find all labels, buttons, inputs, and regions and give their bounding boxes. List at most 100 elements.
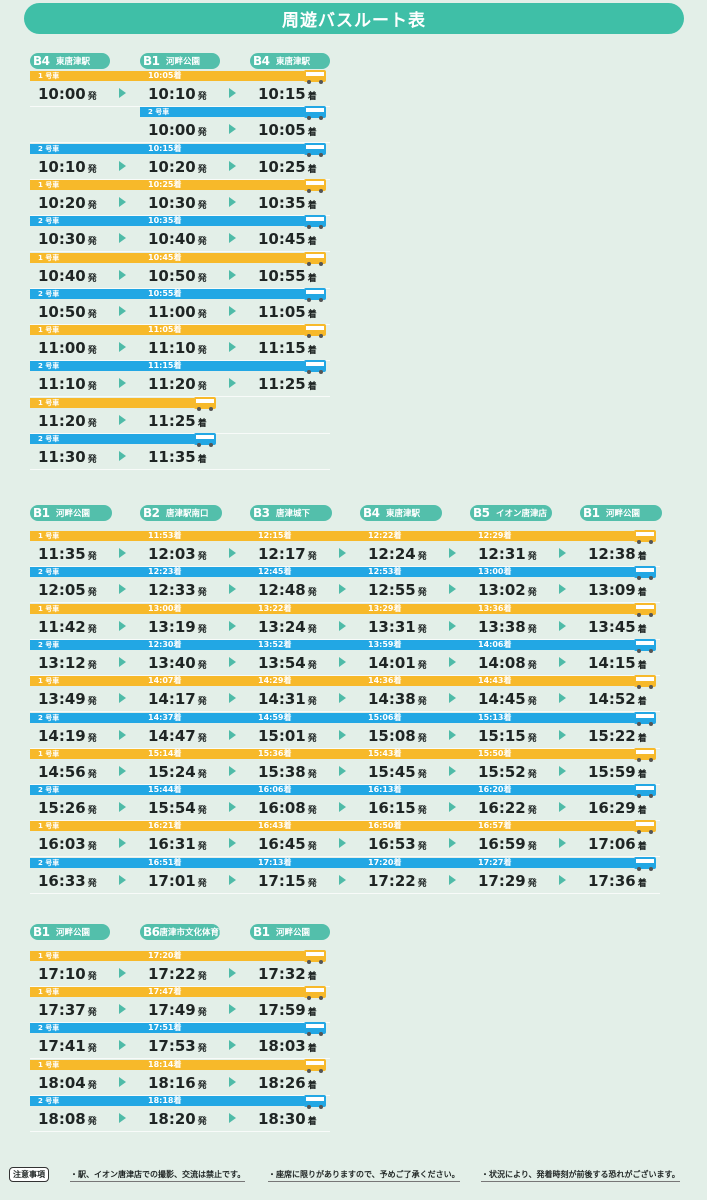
car-label: 2 号車 [38, 435, 60, 443]
triangle-right-icon [229, 160, 236, 171]
pass-time-value: 14:29 [258, 676, 284, 686]
triangle-right-icon [229, 1004, 236, 1015]
time-suffix: 発 [417, 552, 427, 562]
stop-code: B1 [253, 925, 270, 939]
pass-suffix: 着 [173, 951, 182, 960]
stop-name: 東唐津駅 [56, 57, 91, 67]
stop-time-value: 17:59 [258, 1001, 306, 1020]
triangle-right-icon [119, 765, 126, 776]
time-suffix: 発 [417, 733, 427, 744]
stop-time: 17:37 発 [38, 998, 97, 1022]
time-suffix: 発 [87, 769, 97, 780]
bus-icon [304, 1094, 326, 1109]
car-label: 1 号車 [38, 952, 60, 960]
time-suffix: 着 [307, 128, 317, 139]
stop-time: 10:00 発 [148, 118, 207, 142]
triangle-right-icon [119, 874, 126, 885]
stop-time-value: 11:00 [148, 302, 196, 321]
car-label: 1 号車 [38, 677, 60, 686]
pass-time-value: 10:15 [148, 143, 174, 153]
stop-header: B4 東唐津駅 [30, 53, 110, 69]
stop-time-value: 14:31 [258, 690, 306, 709]
trip-row: 1 号車 10:05着 10:00 発 10:10 発 10:15 着 [30, 70, 330, 107]
triangle-right-icon [339, 656, 346, 667]
stop-time: 17:06 着 [588, 832, 647, 856]
stop-time: 16:59 発 [478, 832, 537, 856]
stop-time-value: 15:08 [368, 726, 416, 745]
route-bar [30, 676, 634, 687]
pass-time-value: 14:06 [478, 639, 504, 649]
notes-bar: 注意事項 ・駅、イオン唐津店での撮影、交流は禁止です。 ・座席に限りがありますの… [0, 1166, 707, 1184]
stop-name: 河畔公園 [606, 509, 641, 519]
stop-time: 14:52 着 [588, 687, 647, 711]
pass-time: 15:44着 [148, 785, 181, 795]
stop-time-value: 17:37 [38, 1001, 86, 1020]
stop-time-value: 11:15 [258, 339, 306, 358]
route-bar [30, 987, 304, 998]
time-suffix: 発 [307, 733, 317, 744]
route-bar [30, 1095, 304, 1106]
time-suffix: 着 [307, 382, 317, 393]
pass-suffix: 着 [173, 712, 182, 722]
trip-row: 2 号車 10:00 発 10:05 着 [30, 106, 330, 144]
pass-suffix: 着 [173, 1095, 182, 1105]
stop-header: B4 東唐津駅 [250, 53, 330, 69]
stop-name: 河畔公園 [166, 57, 201, 67]
stop-code: B1 [143, 54, 160, 68]
time-suffix: 発 [87, 878, 97, 889]
stop-time: 11:35 着 [148, 445, 207, 469]
trip-row: 2 号車 14:37着 14:59着 15:06着 15:13着 14:19 発 14:47 発… [30, 711, 660, 749]
stop-header: B1 河畔公園 [30, 505, 112, 521]
triangle-right-icon [119, 414, 126, 425]
stop-time: 15:01 発 [258, 724, 317, 748]
triangle-right-icon [229, 1040, 236, 1051]
trip-row: 2 号車 15:44着 16:06着 16:13着 16:20着 15:26 発 15:54 発… [30, 784, 660, 822]
triangle-right-icon [229, 196, 236, 207]
pass-suffix: 着 [393, 857, 402, 867]
pass-suffix: 着 [173, 1023, 182, 1033]
pass-suffix: 着 [393, 676, 402, 686]
time-suffix: 発 [87, 697, 97, 708]
trip-row: 1 号車 17:47着 17:37 発 17:49 発 17:59 着 [30, 986, 330, 1024]
time-suffix: 発 [197, 972, 207, 982]
stop-time: 10:40 発 [148, 227, 207, 251]
pass-time-value: 17:20 [148, 951, 174, 960]
triangle-right-icon [339, 729, 346, 740]
pass-time-value: 14:36 [368, 676, 394, 686]
pass-time: 16:57着 [478, 821, 511, 831]
stop-time: 16:33 発 [38, 869, 97, 893]
route-bar [30, 951, 304, 961]
pass-time: 14:29着 [258, 676, 291, 686]
stop-time: 15:59 着 [588, 760, 647, 784]
bus-icon [304, 324, 326, 339]
time-suffix: 着 [307, 273, 317, 284]
pass-suffix: 着 [173, 143, 182, 153]
time-suffix: 発 [197, 237, 207, 248]
triangle-right-icon [119, 196, 126, 207]
time-suffix: 発 [307, 588, 317, 599]
time-suffix: 着 [307, 1116, 317, 1127]
pass-suffix: 着 [393, 748, 402, 758]
bus-icon [304, 178, 326, 193]
pass-suffix: 着 [283, 603, 292, 613]
stop-time: 11:10 発 [38, 372, 97, 396]
pass-time: 14:07着 [148, 676, 181, 686]
stop-time: 15:38 発 [258, 760, 317, 784]
pass-time: 17:20着 [368, 858, 401, 868]
pass-time-value: 10:45 [148, 252, 174, 262]
stop-name: 河畔公園 [56, 509, 91, 519]
pass-time-value: 12:53 [368, 567, 394, 577]
stop-time: 16:31 発 [148, 832, 207, 856]
stop-time: 11:42 発 [38, 615, 97, 639]
stop-name: 河畔公園 [276, 928, 311, 938]
stop-time: 14:17 発 [148, 687, 207, 711]
stop-time-value: 13:49 [38, 690, 86, 709]
trip-row: 1 号車 10:25着 10:20 発 10:30 発 10:35 着 [30, 178, 330, 216]
pass-time-value: 15:14 [148, 748, 174, 758]
pass-suffix: 着 [503, 567, 512, 577]
time-suffix: 着 [307, 1008, 317, 1019]
pass-suffix: 着 [503, 748, 512, 758]
trip-row: 2 号車 10:55着 10:50 発 11:00 発 11:05 着 [30, 287, 330, 325]
time-suffix: 発 [87, 1080, 97, 1091]
pass-time: 17:27着 [478, 858, 511, 868]
